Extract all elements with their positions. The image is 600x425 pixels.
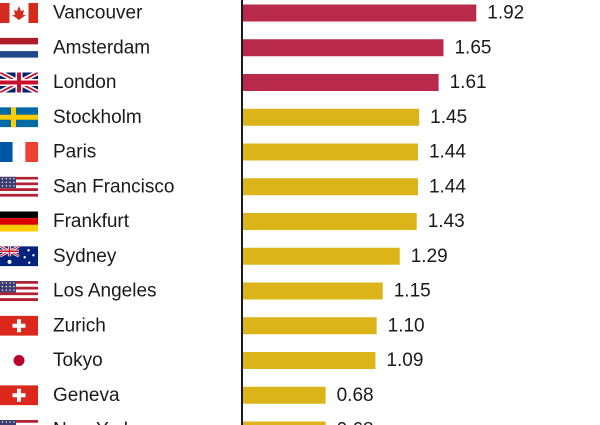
value-label: 1.44 <box>429 142 466 163</box>
city-label: Stockholm <box>53 107 142 128</box>
bar <box>243 39 444 57</box>
value-label: 1.92 <box>487 3 524 24</box>
bar <box>243 108 420 126</box>
value-label: 1.43 <box>428 211 465 232</box>
bar <box>243 317 377 335</box>
city-label: New York <box>53 420 134 425</box>
value-label: 1.10 <box>388 315 425 336</box>
city-label: London <box>53 72 116 93</box>
bar <box>243 178 418 196</box>
usa-flag-icon <box>0 281 38 301</box>
bar <box>243 421 326 425</box>
bar <box>243 386 326 404</box>
netherlands-flag-icon <box>0 37 38 58</box>
switzerland-flag-icon <box>0 315 38 336</box>
value-label: 1.15 <box>394 281 431 302</box>
value-label: 1.09 <box>386 350 423 371</box>
value-label: 1.29 <box>411 246 448 267</box>
switzerland-flag-icon <box>0 385 38 406</box>
japan-flag-icon <box>0 350 38 371</box>
city-label: Tokyo <box>53 350 103 371</box>
bar <box>243 352 376 369</box>
city-label: Geneva <box>53 385 120 406</box>
bar <box>243 213 417 230</box>
city-label: Sydney <box>53 246 117 267</box>
value-label: 1.61 <box>450 72 487 93</box>
value-label: 1.45 <box>430 107 467 128</box>
bar <box>243 143 418 161</box>
canada-flag-icon <box>0 3 38 23</box>
uk-flag-icon <box>0 72 38 93</box>
city-label: Zurich <box>53 315 106 336</box>
australia-flag-icon <box>0 246 38 267</box>
value-label: 1.65 <box>454 37 491 58</box>
city-label: San Francisco <box>53 176 174 197</box>
france-flag-icon <box>0 142 38 162</box>
city-label: Amsterdam <box>53 37 150 58</box>
usa-flag-icon <box>0 176 38 197</box>
city-label: Paris <box>53 142 96 163</box>
city-label: Vancouver <box>53 3 143 24</box>
bar <box>243 74 439 91</box>
value-label: 0.68 <box>337 385 374 406</box>
value-label: 1.44 <box>429 176 466 197</box>
city-label: Frankfurt <box>53 211 130 232</box>
bar <box>243 4 477 22</box>
bar <box>243 247 400 265</box>
usa-flag-icon <box>0 420 38 425</box>
value-label: 0.68 <box>337 420 374 425</box>
sweden-flag-icon <box>0 107 38 128</box>
city-label: Los Angeles <box>53 281 157 302</box>
bar <box>243 282 383 300</box>
germany-flag-icon <box>0 211 38 232</box>
